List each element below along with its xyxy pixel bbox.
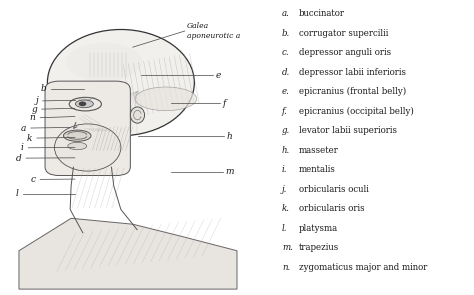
Text: f.: f. <box>282 107 288 116</box>
Text: b.: b. <box>282 29 290 38</box>
Text: k.: k. <box>282 204 290 213</box>
Text: Galea
aponeurotic a: Galea aponeurotic a <box>187 22 240 40</box>
Ellipse shape <box>79 101 86 106</box>
Text: n.: n. <box>282 263 290 272</box>
PathPatch shape <box>19 218 237 289</box>
Text: l: l <box>15 189 18 198</box>
FancyBboxPatch shape <box>45 81 130 176</box>
Text: i.: i. <box>282 165 288 174</box>
Text: epicranius (frontal belly): epicranius (frontal belly) <box>299 87 406 96</box>
Text: e.: e. <box>282 87 290 96</box>
Text: a.: a. <box>282 9 290 19</box>
Text: j.: j. <box>282 185 287 194</box>
Ellipse shape <box>75 100 93 108</box>
Text: d: d <box>16 154 21 163</box>
Text: trapezius: trapezius <box>299 243 339 252</box>
Ellipse shape <box>47 30 194 136</box>
Text: masseter: masseter <box>299 146 338 155</box>
Text: e: e <box>216 71 221 80</box>
Text: a: a <box>21 124 26 132</box>
Text: f: f <box>223 99 226 108</box>
Text: b: b <box>41 84 46 93</box>
Text: m: m <box>225 167 234 176</box>
Text: corrugator supercilii: corrugator supercilii <box>299 29 388 38</box>
Text: buccinator: buccinator <box>299 9 345 19</box>
Text: d.: d. <box>282 68 290 77</box>
Text: m.: m. <box>282 243 293 252</box>
Text: j: j <box>35 96 38 105</box>
Text: depressor labii inferioris: depressor labii inferioris <box>299 68 406 77</box>
Text: levator labii superioris: levator labii superioris <box>299 126 397 135</box>
Text: mentalis: mentalis <box>299 165 336 174</box>
Text: l.: l. <box>282 224 288 233</box>
Text: h: h <box>227 132 232 141</box>
Text: orbicularis oculi: orbicularis oculi <box>299 185 368 194</box>
Text: k: k <box>27 134 32 142</box>
Text: c.: c. <box>282 48 290 58</box>
Ellipse shape <box>55 124 121 171</box>
Text: platysma: platysma <box>299 224 338 233</box>
Text: epicranius (occipital belly): epicranius (occipital belly) <box>299 107 413 116</box>
Ellipse shape <box>64 130 91 141</box>
Ellipse shape <box>68 142 87 150</box>
Text: depressor anguli oris: depressor anguli oris <box>299 48 391 58</box>
Text: c: c <box>30 175 36 184</box>
Ellipse shape <box>135 87 197 111</box>
Text: g: g <box>31 105 37 114</box>
Text: i: i <box>21 143 24 152</box>
Text: n: n <box>30 113 36 122</box>
Text: orbicularis oris: orbicularis oris <box>299 204 364 213</box>
Ellipse shape <box>130 107 145 123</box>
Text: zygomaticus major and minor: zygomaticus major and minor <box>299 263 427 272</box>
Ellipse shape <box>66 43 142 81</box>
Text: h.: h. <box>282 146 290 155</box>
Text: g.: g. <box>282 126 290 135</box>
